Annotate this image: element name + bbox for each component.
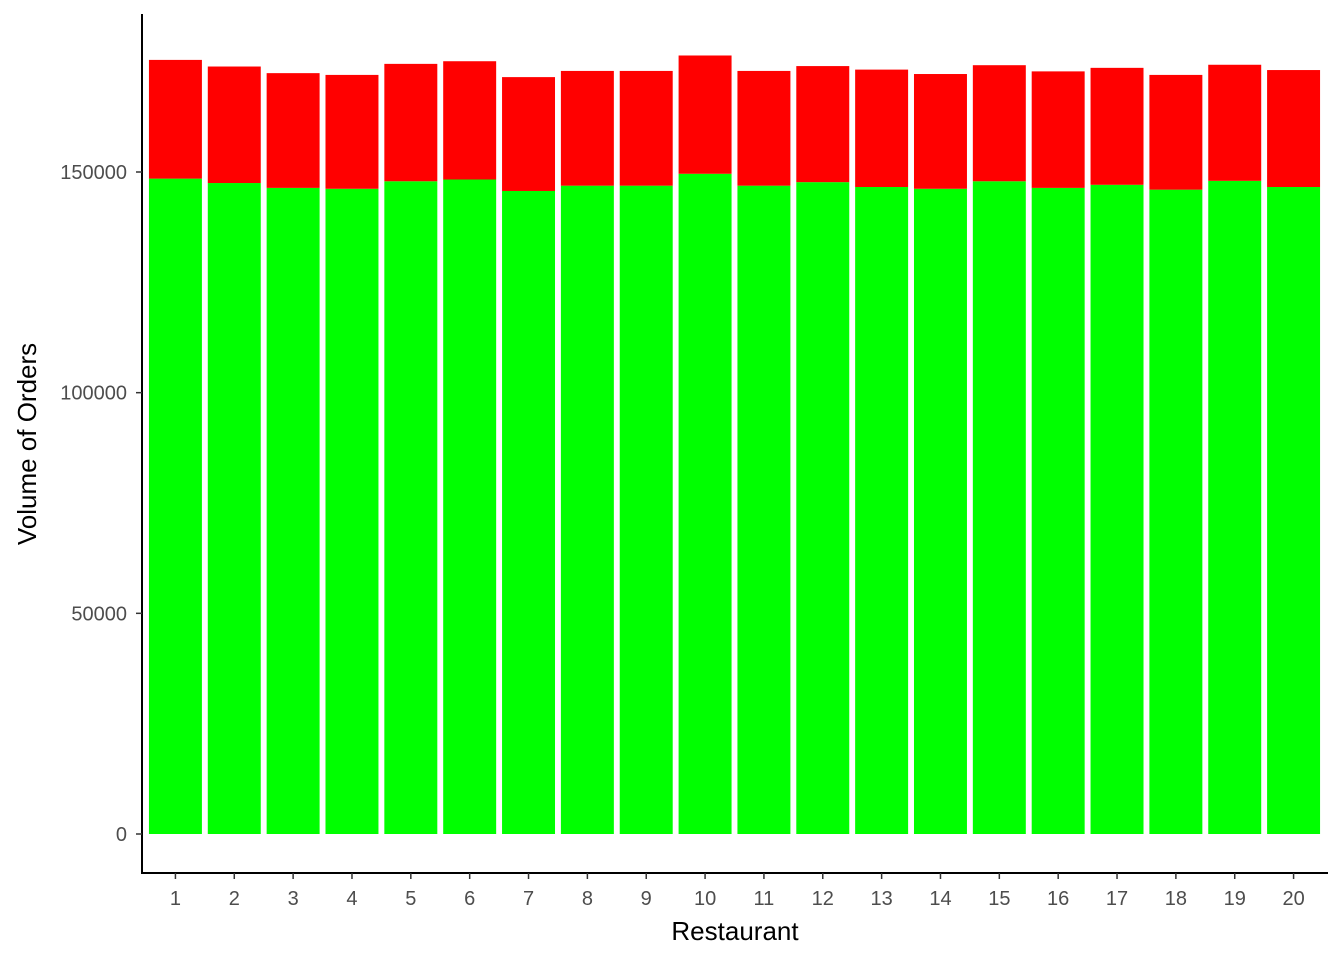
x-axis-title: Restaurant [671, 916, 799, 946]
x-tick-label: 11 [754, 888, 775, 910]
x-tick-label: 15 [988, 888, 1010, 910]
x-tick-label: 13 [871, 888, 893, 910]
y-ticks: 0 50000 100000 150000 [60, 162, 142, 846]
bar-segment-2-restaurant-16 [1031, 71, 1085, 188]
bar-segment-2-restaurant-3 [266, 73, 320, 188]
bar-segment-1-restaurant-3 [266, 187, 320, 834]
bar-segment-2-restaurant-11 [737, 70, 791, 186]
x-tick-label: 6 [464, 888, 475, 910]
bar-segment-2-restaurant-6 [443, 61, 497, 180]
axes-layer [141, 14, 1328, 874]
bar-segment-2-restaurant-18 [1149, 74, 1203, 190]
y-tick-label: 150000 [60, 162, 127, 184]
y-axis-title: Volume of Orders [12, 343, 42, 545]
bar-segment-1-restaurant-4 [325, 188, 379, 834]
bar-segment-2-restaurant-7 [502, 77, 556, 191]
x-tick-label: 3 [288, 888, 299, 910]
bar-segment-1-restaurant-20 [1267, 187, 1321, 834]
bar-segment-1-restaurant-19 [1208, 180, 1262, 834]
x-tick-label: 7 [523, 888, 534, 910]
y-tick-label: 0 [116, 824, 127, 846]
bar-segment-2-restaurant-1 [148, 59, 202, 179]
x-tick-label: 16 [1047, 888, 1069, 910]
bar-segment-1-restaurant-1 [148, 178, 202, 834]
bar-segment-1-restaurant-16 [1031, 187, 1085, 834]
bar-segment-2-restaurant-13 [855, 69, 909, 187]
x-tick-label: 9 [641, 888, 652, 910]
bar-segment-2-restaurant-8 [560, 70, 614, 186]
x-tick-label: 8 [582, 888, 593, 910]
bar-segment-2-restaurant-10 [678, 55, 732, 174]
bar-segment-1-restaurant-13 [855, 187, 909, 834]
bars-layer [148, 55, 1321, 835]
bar-segment-1-restaurant-5 [384, 181, 438, 834]
x-tick-label: 10 [694, 888, 716, 910]
x-tick-label: 2 [229, 888, 240, 910]
bar-segment-2-restaurant-5 [384, 63, 438, 182]
bar-segment-1-restaurant-6 [443, 179, 497, 834]
bar-segment-1-restaurant-8 [560, 185, 614, 834]
bar-segment-1-restaurant-7 [502, 190, 556, 835]
x-tick-label: 12 [812, 888, 834, 910]
x-tick-label: 14 [929, 888, 951, 910]
bar-segment-2-restaurant-15 [972, 65, 1026, 182]
x-ticks: 1 2 3 4 5 6 7 8 9 10 11 12 13 14 15 16 17 18 19 20 [170, 873, 1305, 910]
bar-segment-1-restaurant-10 [678, 173, 732, 834]
bar-segment-1-restaurant-14 [913, 188, 967, 834]
bar-segment-2-restaurant-4 [325, 74, 379, 189]
bar-segment-2-restaurant-17 [1090, 67, 1144, 185]
bar-segment-1-restaurant-11 [737, 185, 791, 834]
bar-segment-2-restaurant-14 [913, 74, 967, 189]
bar-segment-2-restaurant-9 [619, 70, 673, 186]
y-tick-label: 50000 [71, 603, 127, 625]
x-tick-label: 5 [405, 888, 416, 910]
x-tick-label: 1 [170, 888, 181, 910]
bar-segment-1-restaurant-18 [1149, 189, 1203, 834]
y-tick-label: 100000 [60, 383, 127, 405]
x-tick-label: 4 [346, 888, 357, 910]
x-tick-label: 19 [1224, 888, 1246, 910]
bar-segment-2-restaurant-12 [796, 66, 850, 183]
bar-segment-1-restaurant-9 [619, 185, 673, 834]
x-tick-label: 20 [1282, 888, 1304, 910]
bar-segment-2-restaurant-19 [1208, 64, 1262, 181]
bar-segment-1-restaurant-12 [796, 182, 850, 834]
bar-segment-1-restaurant-17 [1090, 184, 1144, 835]
x-tick-label: 17 [1106, 888, 1128, 910]
bar-segment-1-restaurant-15 [972, 181, 1026, 834]
x-tick-label: 18 [1165, 888, 1187, 910]
bar-segment-2-restaurant-20 [1267, 70, 1321, 187]
bar-segment-2-restaurant-2 [207, 66, 261, 184]
bar-segment-1-restaurant-2 [207, 183, 261, 834]
